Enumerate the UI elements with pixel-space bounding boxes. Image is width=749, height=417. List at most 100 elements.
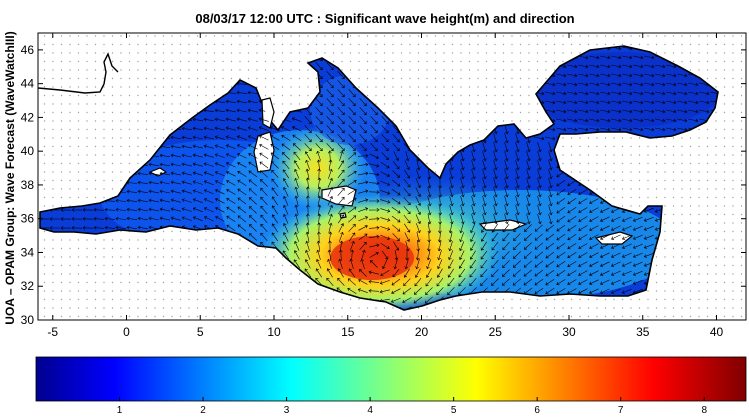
wave-direction-arrow — [611, 216, 621, 222]
wave-direction-arrow — [326, 98, 334, 107]
wave-direction-arrow — [214, 162, 225, 168]
wave-direction-arrow — [644, 109, 655, 114]
wave-direction-arrow — [328, 231, 333, 243]
wave-direction-arrow — [248, 144, 258, 150]
wave-direction-arrow — [600, 109, 611, 114]
wave-direction-arrow — [534, 224, 543, 232]
wave-direction-arrow — [537, 196, 542, 207]
wave-direction-arrow — [578, 252, 588, 259]
wave-direction-arrow — [567, 288, 577, 295]
wave-direction-arrow — [666, 64, 677, 69]
wave-direction-arrow — [578, 100, 589, 105]
wave-direction-arrow — [427, 196, 432, 207]
wave-direction-arrow — [304, 125, 312, 134]
wave-direction-arrow — [644, 55, 655, 60]
wave-direction-arrow — [493, 196, 498, 207]
wave-direction-arrow — [578, 234, 588, 241]
wave-direction-arrow — [524, 224, 532, 232]
wave-direction-arrow — [426, 240, 431, 252]
wave-direction-arrow — [328, 222, 333, 233]
wave-direction-arrow — [306, 204, 310, 216]
wave-direction-arrow — [600, 55, 611, 60]
wave-direction-arrow — [392, 160, 400, 170]
y-tick-label: 42 — [21, 110, 35, 124]
wave-direction-arrow — [567, 82, 578, 87]
wave-direction-arrow — [226, 215, 236, 222]
wave-direction-arrow — [294, 222, 299, 233]
wave-direction-arrow — [504, 178, 509, 189]
wave-direction-arrow — [578, 198, 588, 205]
wave-direction-arrow — [447, 268, 454, 278]
wave-direction-arrow — [699, 109, 710, 114]
wave-direction-arrow — [556, 261, 566, 268]
wave-direction-arrow — [502, 242, 510, 251]
wave-direction-arrow — [589, 91, 600, 96]
colorbar-tick-label: 4 — [367, 405, 373, 416]
wave-direction-arrow — [537, 169, 542, 180]
wave-direction-arrow — [655, 91, 666, 96]
wave-direction-arrow — [181, 144, 192, 149]
wave-direction-arrow — [315, 268, 322, 278]
wave-direction-arrow — [567, 270, 577, 277]
wave-direction-arrow — [192, 144, 203, 149]
wave-direction-arrow — [403, 206, 411, 215]
wave-direction-arrow — [338, 160, 345, 170]
wave-direction-arrow — [357, 153, 369, 158]
wave-direction-arrow — [159, 198, 170, 203]
wave-direction-arrow — [404, 160, 410, 170]
wave-direction-arrow — [269, 126, 280, 132]
y-axis-ticks: 30 32 34 36 38 40 42 44 46 — [21, 43, 746, 327]
wave-direction-arrow — [225, 162, 236, 168]
wave-direction-arrow — [379, 280, 390, 285]
wave-direction-arrow — [458, 277, 466, 287]
wave-direction-arrow — [60, 217, 72, 221]
wave-direction-arrow — [192, 171, 203, 176]
wave-direction-arrow — [567, 207, 577, 214]
wave-direction-arrow — [405, 241, 410, 252]
wave-direction-arrow — [293, 151, 301, 161]
wave-direction-arrow — [380, 226, 391, 231]
wave-direction-arrow — [317, 195, 322, 206]
wave-direction-arrow — [526, 205, 531, 216]
wave-direction-arrow — [491, 223, 499, 233]
wave-direction-arrow — [523, 269, 533, 277]
colorbar-tick-label: 3 — [284, 405, 290, 416]
wave-direction-arrow — [380, 208, 391, 213]
wave-direction-arrow — [578, 127, 589, 132]
wave-direction-arrow — [336, 287, 346, 295]
wave-direction-arrow — [405, 250, 409, 261]
wave-direction-arrow — [181, 189, 192, 194]
wave-direction-arrow — [600, 64, 611, 69]
wave-direction-arrow — [214, 144, 225, 149]
wave-direction-arrow — [380, 270, 390, 277]
wave-direction-arrow — [283, 187, 289, 197]
wave-direction-arrow — [437, 259, 443, 270]
wave-direction-arrow — [470, 232, 476, 242]
wave-direction-arrow — [380, 243, 390, 250]
wave-direction-arrow — [249, 224, 257, 232]
wave-direction-arrow — [611, 234, 621, 240]
wave-direction-arrow — [589, 100, 600, 105]
wave-direction-arrow — [515, 178, 520, 189]
wave-direction-arrow — [633, 91, 644, 96]
wave-direction-arrow — [357, 288, 368, 293]
wave-direction-arrow — [260, 214, 268, 224]
wave-direction-arrow — [425, 287, 433, 295]
wave-direction-arrow — [260, 179, 268, 187]
y-tick-label: 44 — [21, 77, 35, 91]
wave-direction-arrow — [502, 251, 510, 260]
colorbar-gradient — [35, 356, 747, 402]
wave-direction-arrow — [427, 223, 432, 234]
wave-direction-arrow — [493, 133, 498, 144]
wave-direction-arrow — [404, 223, 411, 233]
wave-direction-arrow — [368, 225, 380, 230]
wave-direction-arrow — [294, 186, 299, 197]
wave-direction-arrow — [545, 242, 555, 250]
wave-direction-arrow — [600, 100, 611, 105]
wave-direction-arrow — [578, 261, 588, 268]
wave-direction-arrow — [316, 240, 321, 251]
wave-direction-arrow — [548, 151, 553, 162]
wave-direction-arrow — [347, 170, 357, 177]
wave-direction-arrow — [504, 187, 509, 198]
wave-direction-arrow — [556, 73, 567, 78]
